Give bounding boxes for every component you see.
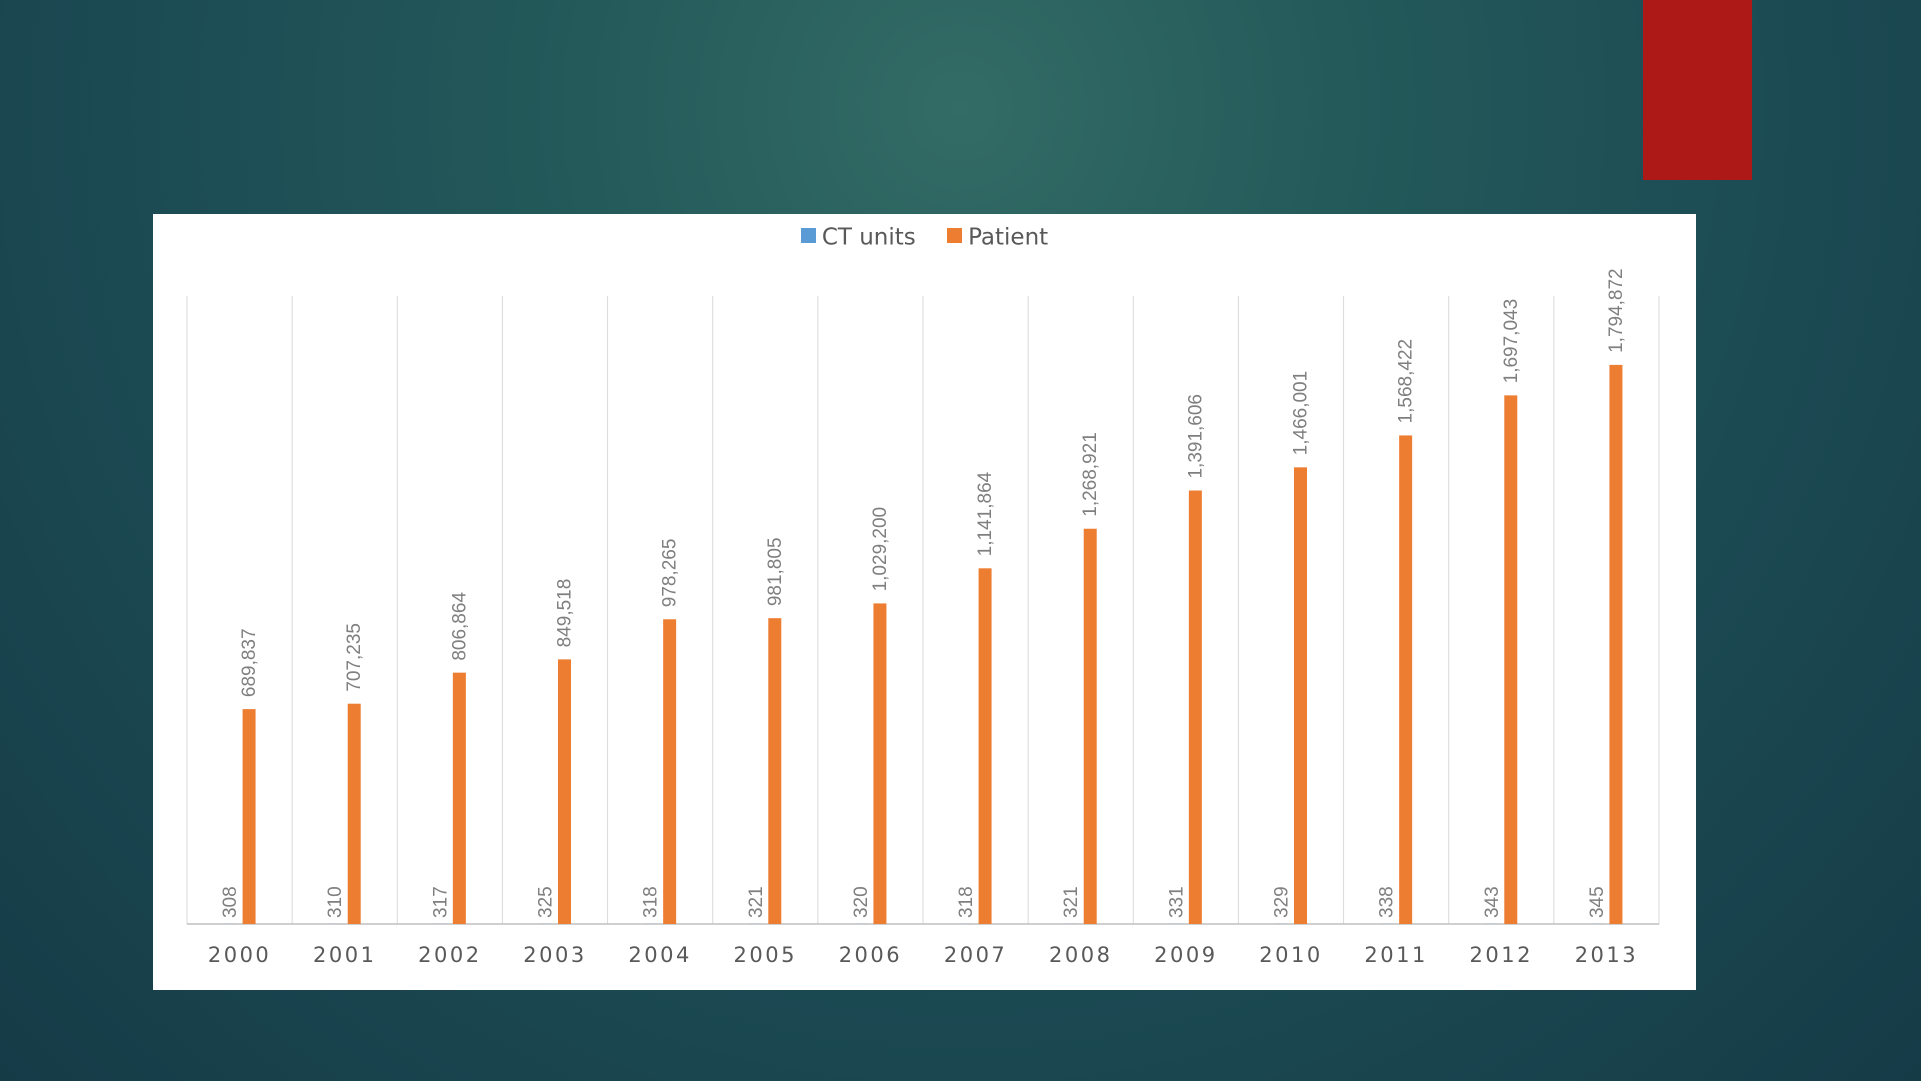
ct-units-data-label: 320: [851, 886, 872, 918]
x-tick-label: 2001: [313, 943, 376, 967]
x-tick-label: 2008: [1049, 943, 1112, 967]
x-tick-label: 2004: [628, 943, 691, 967]
x-tick-label: 2009: [1154, 943, 1217, 967]
patient-bar: [452, 672, 466, 924]
ct-units-data-label: 317: [430, 886, 451, 918]
red-accent-block: [1643, 0, 1752, 180]
patient-data-label: 1,697,043: [1501, 299, 1522, 384]
legend-item-ct-units: CT units: [800, 224, 916, 251]
x-tick-label: 2003: [523, 943, 586, 967]
ct-units-data-label: 345: [1587, 886, 1608, 918]
patient-bar: [242, 709, 256, 924]
ct-units-data-label: 338: [1377, 886, 1398, 918]
ct-units-data-label: 343: [1482, 886, 1503, 918]
x-tick-label: 2011: [1364, 943, 1427, 967]
ct-units-data-label: 325: [536, 886, 557, 918]
patient-data-label: 689,837: [239, 628, 260, 697]
ct-units-data-label: 321: [1061, 886, 1082, 918]
patient-data-label: 1,794,872: [1606, 268, 1627, 353]
patient-bar: [1083, 528, 1097, 924]
x-tick-label: 2002: [418, 943, 481, 967]
patient-data-label: 707,235: [344, 623, 365, 692]
patient-bar: [1504, 395, 1518, 924]
legend-swatch-patient: [947, 228, 963, 244]
patient-data-label: 1,568,422: [1396, 339, 1417, 424]
patient-data-label: 1,391,606: [1185, 394, 1206, 479]
ct-units-data-label: 308: [220, 886, 241, 918]
legend-label-patient: Patient: [968, 224, 1049, 251]
patient-data-label: 1,029,200: [870, 507, 891, 592]
x-tick-label: 2000: [208, 943, 271, 967]
patient-bar: [347, 703, 361, 924]
ct-units-data-label: 318: [641, 886, 662, 918]
chart-card: CT units Patient 308 689,837 2000 310 707,23…: [153, 214, 1696, 990]
patient-bar: [558, 659, 571, 924]
patient-bar: [1294, 467, 1307, 924]
patient-data-label: 806,864: [449, 592, 470, 661]
patient-bar: [1399, 435, 1413, 924]
legend-swatch-ct-units: [800, 228, 816, 244]
x-tick-label: 2012: [1470, 943, 1533, 967]
ct-units-data-label: 310: [325, 886, 346, 918]
patient-data-label: 981,805: [765, 537, 786, 606]
patient-bar: [1188, 490, 1202, 924]
patient-data-label: 978,265: [660, 539, 681, 608]
ct-units-data-label: 331: [1166, 886, 1187, 918]
legend-label-ct-units: CT units: [821, 224, 916, 251]
x-tick-label: 2013: [1575, 943, 1638, 967]
patient-bar: [1609, 364, 1623, 925]
x-tick-label: 2007: [944, 943, 1007, 967]
patient-bar: [663, 619, 677, 924]
ct-units-data-label: 321: [746, 886, 767, 918]
ct-units-data-label: 318: [956, 886, 977, 918]
patient-bar: [978, 568, 992, 924]
bar-chart: 308 689,837 2000 310 707,235 2001 317 806,864 20…: [186, 268, 1660, 967]
patient-data-label: 1,268,921: [1080, 432, 1101, 517]
legend-item-patient: Patient: [947, 224, 1048, 251]
patient-bar: [768, 618, 782, 924]
patient-data-label: 1,466,001: [1291, 371, 1312, 456]
x-tick-label: 2010: [1259, 943, 1322, 967]
patient-bar: [873, 603, 887, 924]
x-tick-label: 2006: [839, 943, 902, 967]
x-tick-label: 2005: [734, 943, 797, 967]
chart-legend: CT units Patient: [153, 224, 1696, 251]
ct-units-data-label: 329: [1272, 886, 1293, 918]
patient-data-label: 1,141,864: [975, 471, 996, 556]
patient-data-label: 849,518: [555, 579, 576, 648]
